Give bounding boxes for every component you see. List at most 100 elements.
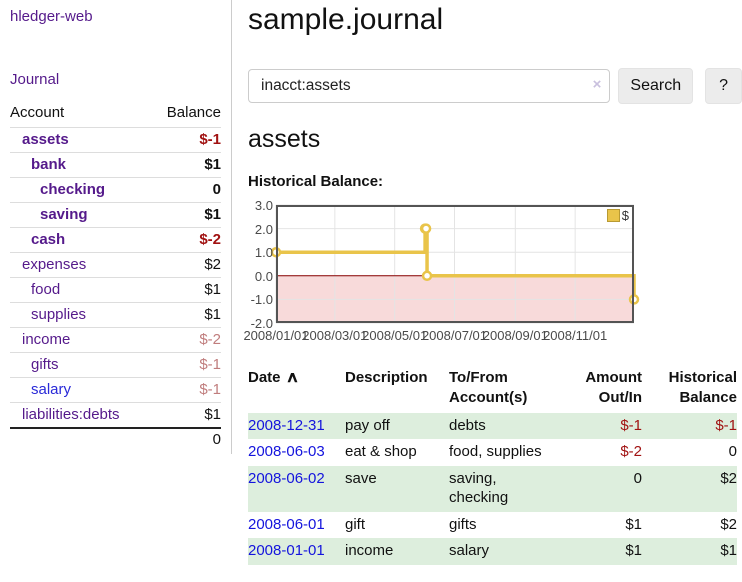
transaction-row: 2008-06-03 eat & shop food, supplies $-2 0: [248, 439, 737, 466]
legend-label: $: [621, 208, 629, 223]
page-title: sample.journal: [248, 3, 444, 36]
transaction-balance-cell: $2: [720, 515, 737, 533]
account-balance: $-2: [151, 227, 221, 253]
account-link-checking[interactable]: checking: [40, 181, 106, 198]
x-axis-tick-label: 2008/09/01: [482, 328, 548, 343]
transaction-date-link[interactable]: 2008-12-31: [248, 416, 325, 434]
account-link-gifts[interactable]: gifts: [31, 356, 59, 373]
account-tree-table: Account Balance assets $-1 bank $1 checking 0…: [10, 102, 221, 452]
account-link-bank[interactable]: bank: [31, 156, 67, 173]
account-balance: $1: [151, 402, 221, 428]
transaction-row: 2008-01-01 income salary $1 $1: [248, 538, 737, 565]
account-balance: 0: [151, 177, 221, 203]
help-button[interactable]: ?: [705, 68, 742, 104]
account-row: expenses $2: [10, 252, 221, 278]
clear-search-icon[interactable]: ×: [592, 76, 602, 93]
transaction-row: 2008-06-01 gift gifts $1 $2: [248, 512, 737, 539]
transaction-date-cell: 2008-12-31: [248, 413, 345, 440]
account-row: food $1: [10, 277, 221, 303]
y-axis-tick-label: -2.0: [250, 316, 273, 331]
y-axis-tick-label: 2.0: [254, 221, 273, 237]
transaction-row: 2008-12-31 pay off debts $-1 $-1: [248, 412, 737, 440]
chart-canvas: [270, 204, 640, 324]
search-button[interactable]: Search: [618, 68, 694, 104]
chart-title: Historical Balance:: [248, 173, 384, 190]
app-brand-link[interactable]: hledger-web: [10, 8, 93, 25]
account-link-assets[interactable]: assets: [22, 131, 69, 148]
account-link-supplies[interactable]: supplies: [31, 306, 87, 323]
account-row: checking 0: [10, 177, 221, 203]
description-column-header: Description: [345, 369, 428, 386]
account-row: assets $-1: [10, 127, 221, 153]
account-balance: $-1: [151, 352, 221, 378]
account-total-value: 0: [10, 427, 221, 452]
balance-column-header: Balance: [166, 104, 221, 121]
register-body: 2008-12-31 pay off debts $-1 $-1 2008-06-03 ea…: [248, 412, 737, 565]
transaction-description-cell: eat & shop: [345, 443, 417, 461]
register-table: Date ∧ Description To/From Account(s) Amo…: [248, 368, 737, 565]
account-link-food[interactable]: food: [31, 281, 61, 298]
account-row: bank $1: [10, 152, 221, 178]
account-row: liabilities:debts $1: [10, 402, 221, 428]
account-balance: $-1: [151, 377, 221, 403]
transaction-description-cell: gift: [345, 515, 366, 533]
transaction-accounts-cell: salary: [449, 542, 490, 560]
transaction-date-link[interactable]: 2008-06-03: [248, 443, 325, 461]
chart-plot-area: $: [270, 204, 640, 324]
transaction-description-cell: income: [345, 542, 394, 560]
search-row: × Search ?: [248, 68, 742, 104]
tofrom-column-header: To/From Account(s): [449, 369, 528, 406]
transaction-amount-cell: $1: [625, 515, 642, 533]
account-link-liabilities-debts[interactable]: liabilities:debts: [22, 406, 120, 423]
transaction-accounts-cell: saving, checking: [449, 469, 509, 507]
account-row: gifts $-1: [10, 352, 221, 378]
transaction-date-cell: 2008-06-01: [248, 512, 345, 539]
x-axis-tick-label: 2008/01/01: [243, 328, 309, 343]
transaction-amount-cell: 0: [633, 469, 642, 487]
sort-ascending-icon: ∧: [285, 369, 299, 386]
account-row: saving $1: [10, 202, 221, 228]
transaction-date-link[interactable]: 2008-01-01: [248, 542, 325, 560]
date-column-header[interactable]: Date ∧: [248, 369, 299, 386]
chart-legend: $: [605, 208, 630, 223]
y-axis-tick-label: 3.0: [254, 198, 273, 213]
y-axis-tick-label: -1.0: [250, 292, 273, 308]
account-link-income[interactable]: income: [22, 331, 71, 348]
transaction-date-link[interactable]: 2008-06-02: [248, 469, 325, 487]
transaction-balance-cell: $1: [720, 542, 737, 560]
transaction-description-cell: pay off: [345, 416, 390, 434]
transaction-amount-cell: $-2: [620, 443, 642, 461]
x-axis-tick-label: 2008/11/01: [543, 328, 608, 343]
transaction-balance-cell: $-1: [715, 416, 737, 434]
x-axis-tick-label: 2008/05/01: [362, 328, 428, 343]
y-axis-tick-label: 1.0: [254, 245, 273, 261]
account-link-cash[interactable]: cash: [31, 231, 66, 248]
account-balance: $1: [151, 152, 221, 178]
account-balance: $2: [151, 252, 221, 278]
transaction-accounts-cell: gifts: [449, 515, 477, 533]
y-axis-tick-label: 0.0: [254, 268, 273, 284]
x-axis-tick-label: 2008/07/01: [421, 328, 488, 343]
transaction-description-cell: save: [345, 469, 377, 487]
balance-column-header: Historical Balance: [668, 369, 737, 406]
account-balance: $-1: [151, 127, 221, 153]
transaction-balance-cell: $2: [720, 469, 737, 487]
transaction-date-cell: 2008-06-02: [248, 466, 345, 512]
transaction-date-link[interactable]: 2008-06-01: [248, 515, 325, 533]
transaction-accounts-cell: debts: [449, 416, 486, 434]
transaction-amount-cell: $1: [625, 542, 642, 560]
amount-column-header: Amount Out/In: [585, 369, 642, 406]
sidebar-item-journal[interactable]: Journal: [10, 71, 60, 88]
balance-chart: $ 3.0 2.0 1.0 0.0 -1.0 -2.0 2008/01/01 2008/03/…: [243, 198, 742, 343]
legend-swatch-icon: [606, 209, 620, 222]
account-row: supplies $1: [10, 302, 221, 328]
sidebar: hledger-web Journal Account Balance asse…: [0, 0, 232, 454]
x-axis-tick-label: 2008/03/01: [302, 328, 368, 343]
account-link-salary[interactable]: salary: [31, 381, 72, 398]
account-heading: assets: [248, 125, 321, 153]
transaction-amount-cell: $-1: [620, 416, 642, 434]
search-input[interactable]: [248, 69, 611, 103]
account-link-expenses[interactable]: expenses: [22, 256, 87, 273]
account-balance: $-2: [151, 327, 221, 353]
account-link-saving[interactable]: saving: [40, 206, 88, 223]
